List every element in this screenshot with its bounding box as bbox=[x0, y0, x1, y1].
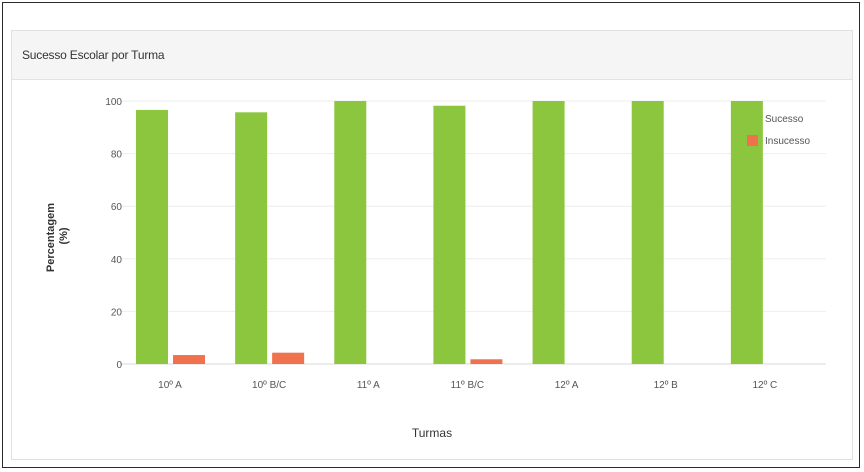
legend-label-sucesso[interactable]: Sucesso bbox=[765, 114, 804, 125]
bar-sucesso[interactable]: Sucesso 10º A: 96.6 bbox=[136, 109, 168, 364]
bar-insucesso[interactable]: Insucesso 10º A: 3.4 bbox=[173, 355, 205, 364]
x-tick-label: 10º B/C bbox=[252, 380, 286, 391]
y-axis-title-line-1: Percentagem bbox=[45, 203, 57, 272]
y-tick-label: 20 bbox=[111, 307, 123, 318]
y-axis-title: Percentagem (%) bbox=[45, 200, 70, 272]
x-tick-label: 12º A bbox=[555, 380, 579, 391]
y-tick-label: 100 bbox=[105, 97, 122, 108]
legend-label-insucesso[interactable]: Insucesso bbox=[765, 136, 810, 147]
legend-swatch-insucesso[interactable] bbox=[747, 135, 758, 146]
legend: Sucesso Insucesso bbox=[747, 113, 810, 147]
y-tick-label: 80 bbox=[111, 150, 123, 161]
y-tick-label: 60 bbox=[111, 202, 123, 213]
x-axis-title: Turmas bbox=[412, 426, 452, 440]
x-tick-label: 11º B/C bbox=[451, 380, 484, 391]
x-tick-label: 10º A bbox=[158, 380, 182, 391]
y-tick-label: 0 bbox=[116, 360, 122, 371]
bar-sucesso[interactable]: Sucesso 12º B: 100 bbox=[631, 101, 664, 364]
bar-sucesso[interactable]: Sucesso 12º A: 100 bbox=[532, 101, 565, 364]
x-tick-labels: 10º A 10º B/C 11º A 11º B/C 12º A 12º B 12º C bbox=[158, 380, 777, 391]
x-tick-label: 11º A bbox=[357, 380, 380, 391]
bar-insucesso[interactable]: Insucesso 10º B/C: 4.3 bbox=[272, 352, 305, 364]
bar-sucesso[interactable]: Sucesso 10º B/C: 95.7 bbox=[235, 112, 268, 365]
y-axis-title-line-2: (%) bbox=[58, 227, 70, 244]
bar-sucesso[interactable]: Sucesso 12º C: 100 bbox=[730, 101, 763, 364]
legend-swatch-sucesso[interactable] bbox=[747, 113, 758, 124]
bar-sucesso[interactable]: Sucesso 11º B/C: 98.2 bbox=[433, 105, 466, 364]
panel-header: Sucesso Escolar por Turma bbox=[12, 31, 852, 80]
x-tick-label: 12º C bbox=[752, 380, 777, 391]
panel-title: Sucesso Escolar por Turma bbox=[22, 48, 165, 62]
bar-sucesso[interactable]: Sucesso 11º A: 100 bbox=[334, 101, 367, 364]
grid-layer bbox=[120, 100, 826, 365]
y-tick-labels: 0 20 40 60 80 100 bbox=[105, 97, 122, 371]
chart-panel: Sucesso Escolar por Turma bbox=[11, 30, 853, 460]
bars-layer: Sucesso 10º A: 96.6 Insucesso 10º A: 3.4 S… bbox=[136, 101, 763, 365]
y-tick-label: 40 bbox=[111, 255, 123, 266]
x-tick-label: 12º B bbox=[654, 380, 679, 391]
bar-insucesso[interactable]: Insucesso 11º B/C: 1.8 bbox=[470, 359, 503, 364]
